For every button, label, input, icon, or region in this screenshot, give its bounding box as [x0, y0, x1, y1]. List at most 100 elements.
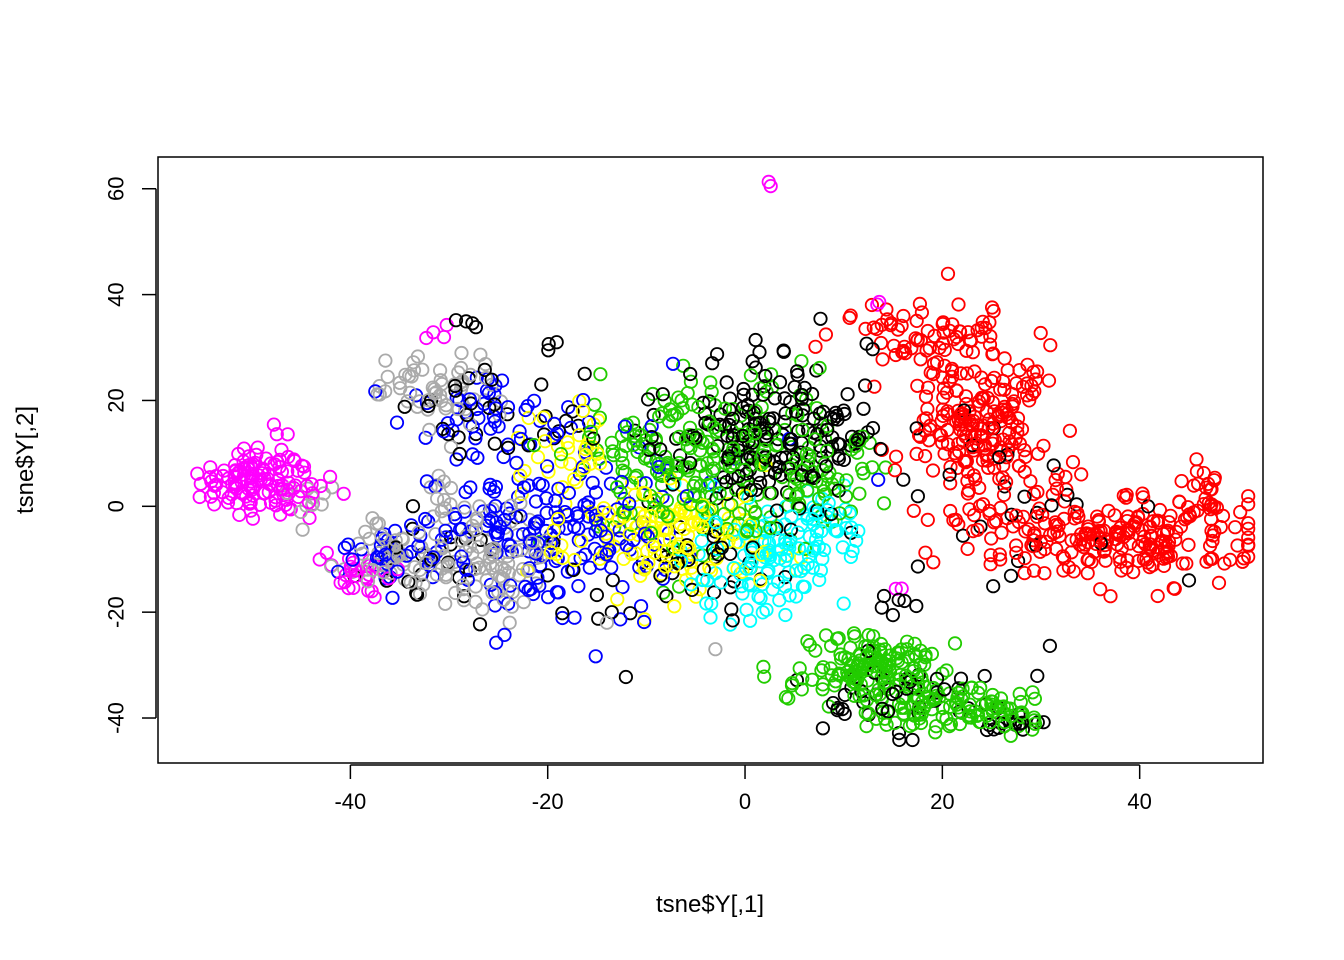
data-point-gray	[525, 535, 540, 550]
data-point-gray	[521, 563, 536, 578]
data-point-red	[953, 366, 968, 381]
data-point-yellow	[601, 505, 616, 521]
data-point-cyan	[755, 605, 770, 620]
data-point-black	[778, 406, 793, 421]
data-point-red	[934, 413, 949, 428]
data-point-red	[1172, 494, 1187, 510]
data-point-green	[916, 700, 931, 716]
data-point-red	[1181, 537, 1196, 553]
data-point-black	[865, 342, 880, 357]
data-point-green	[973, 680, 988, 695]
data-point-green	[935, 709, 950, 725]
x-tick-label: 0	[739, 789, 751, 814]
data-point-blue	[613, 612, 628, 627]
data-point-red	[1056, 563, 1071, 578]
data-point-red	[873, 335, 889, 351]
data-point-black	[850, 432, 866, 447]
data-point-green	[672, 429, 687, 444]
data-point-black	[804, 469, 819, 484]
data-point-red	[1213, 519, 1228, 535]
data-point-red	[1230, 538, 1245, 553]
data-point-green	[962, 708, 977, 723]
data-point-green	[756, 659, 771, 675]
data-point-red	[842, 310, 857, 325]
data-point-magenta	[271, 473, 286, 488]
data-point-cyan	[836, 596, 851, 611]
data-point-cyan	[742, 561, 758, 576]
data-point-blue	[403, 518, 419, 533]
data-point-green	[781, 691, 796, 706]
data-point-red	[1150, 588, 1165, 604]
data-point-yellow	[696, 508, 711, 523]
data-point-blue	[576, 392, 591, 408]
data-point-magenta	[268, 493, 283, 508]
data-point-red	[1241, 530, 1256, 545]
data-point-red	[959, 343, 974, 358]
data-point-yellow	[710, 523, 726, 538]
data-point-black	[659, 589, 674, 604]
data-point-black	[777, 569, 793, 585]
data-point-gray	[469, 511, 484, 526]
plot-frame	[157, 156, 1264, 764]
data-point-black	[745, 540, 760, 555]
data-point-red	[1156, 551, 1171, 566]
data-point-red	[972, 480, 987, 495]
data-point-red	[808, 339, 823, 354]
data-point-green	[553, 446, 569, 462]
data-point-gray	[472, 560, 487, 575]
data-point-cyan	[700, 573, 715, 588]
data-point-blue	[469, 370, 484, 385]
data-point-red	[958, 389, 974, 404]
data-point-blue	[512, 424, 527, 439]
data-point-yellow	[637, 562, 652, 577]
data-point-black	[1017, 489, 1032, 504]
data-point-blue	[500, 596, 516, 611]
data-point-red	[1169, 524, 1184, 540]
data-point-blue	[483, 577, 498, 592]
data-point-red	[1161, 515, 1177, 530]
data-point-green	[740, 524, 755, 539]
data-point-black	[910, 559, 926, 574]
data-point-black	[565, 404, 580, 419]
data-point-cyan	[849, 533, 864, 548]
data-point-blue	[539, 491, 554, 506]
data-point-red	[1179, 556, 1194, 571]
data-point-green	[847, 688, 862, 703]
data-point-black	[484, 372, 499, 387]
data-point-green	[859, 648, 874, 664]
data-point-black	[702, 394, 717, 409]
data-point-green	[691, 399, 706, 415]
data-point-gray	[454, 345, 469, 361]
data-point-magenta	[266, 417, 281, 432]
data-point-red	[984, 531, 999, 546]
data-point-gray	[503, 498, 518, 513]
data-point-black	[589, 587, 605, 603]
data-point-cyan	[851, 523, 866, 539]
data-point-black	[683, 366, 698, 382]
data-point-green	[854, 461, 870, 476]
data-point-magenta	[232, 507, 247, 523]
data-point-gray	[438, 570, 454, 585]
data-point-red	[976, 418, 991, 433]
data-point-green	[817, 487, 833, 502]
data-point-red	[1156, 558, 1172, 574]
data-point-green	[1000, 701, 1015, 716]
data-point-blue	[418, 511, 433, 527]
data-point-black	[794, 391, 809, 406]
data-point-red	[1048, 515, 1063, 530]
data-point-gray	[492, 569, 508, 584]
data-point-gray	[360, 574, 376, 589]
data-point-green	[652, 409, 667, 424]
data-point-magenta	[301, 495, 316, 510]
data-point-black	[830, 702, 845, 718]
data-point-green	[787, 469, 802, 485]
data-point-black	[605, 572, 620, 588]
x-axis-title: tsne$Y[,1]	[656, 891, 764, 918]
data-point-black	[856, 401, 871, 416]
data-point-yellow	[753, 573, 768, 588]
data-point-red	[1066, 564, 1081, 579]
data-point-gray	[377, 532, 392, 547]
data-point-gray	[378, 353, 393, 368]
data-point-red	[996, 458, 1011, 473]
data-point-red	[958, 429, 973, 444]
